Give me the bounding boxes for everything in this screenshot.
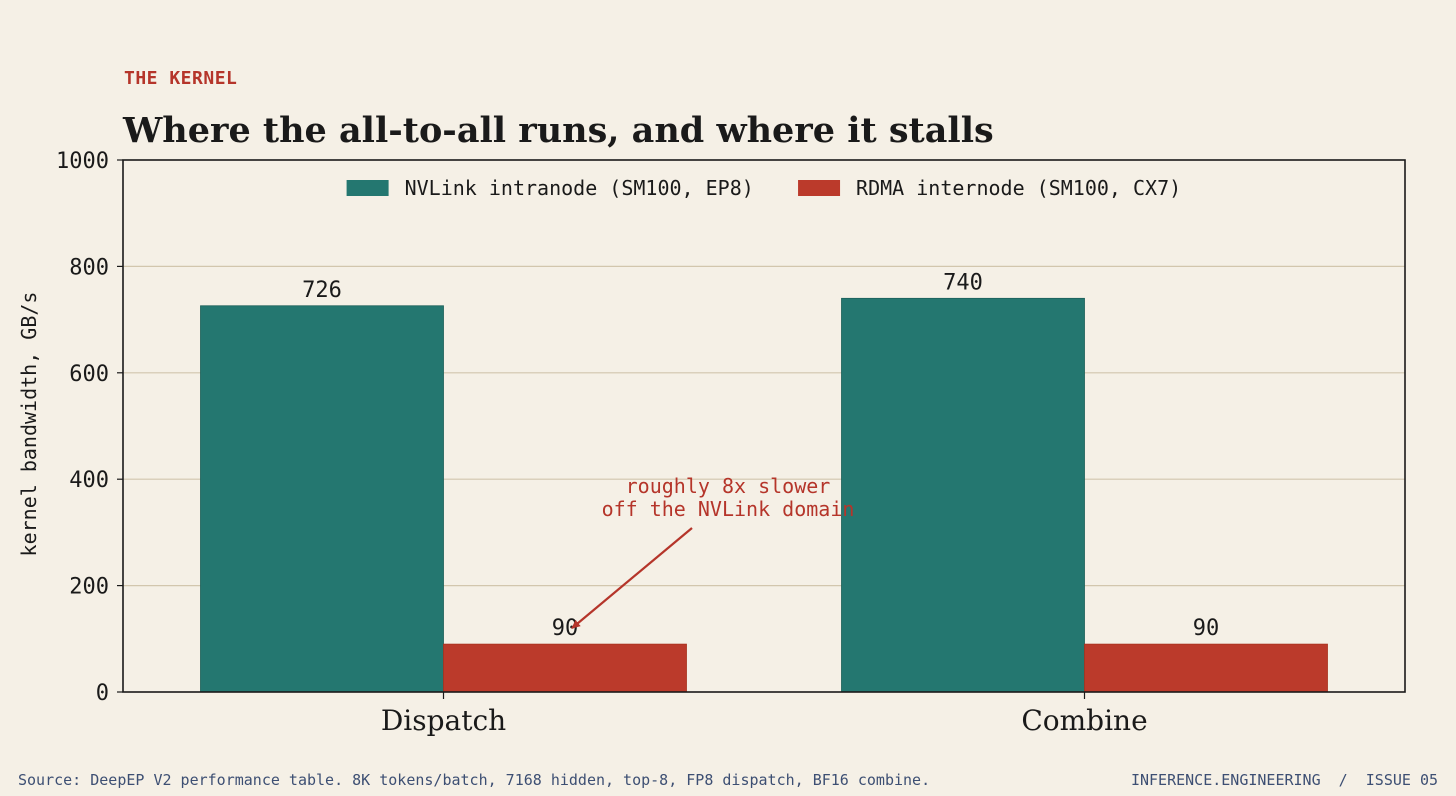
data-label: 90: [552, 616, 579, 641]
data-labels: 726 90 740 90: [302, 270, 1219, 641]
data-label: 740: [943, 270, 983, 295]
annotation-text: off the NVLink domain: [602, 497, 855, 521]
y-tick-label: 200: [69, 575, 109, 600]
plot-frame: [122, 159, 1406, 693]
legend: NVLink intranode (SM100, EP8) RDMA intern…: [346, 176, 1181, 200]
source-note: Source: DeepEP V2 performance table. 8K …: [18, 771, 931, 789]
bar-combine-series-0: [841, 297, 1085, 693]
axes: 0 200 400 600 800 1000 Dispatch Combine kernel b…: [17, 149, 1148, 737]
legend-label-1: RDMA internode (SM100, CX7): [856, 176, 1181, 200]
brand-issue: INFERENCE.ENGINEERING / ISSUE 05: [1130, 771, 1438, 789]
section-kicker: THE KERNEL: [124, 68, 238, 89]
y-tick-label: 0: [96, 681, 109, 706]
data-label: 726: [302, 278, 342, 303]
y-tick-label: 1000: [56, 149, 109, 174]
plot-border: [122, 159, 1406, 693]
legend-swatch-0: [346, 180, 389, 196]
y-tick-label: 400: [69, 468, 109, 493]
bar-combine-series-1: [1084, 643, 1328, 693]
y-tick-label: 600: [69, 362, 109, 387]
bar-dispatch-series-0: [200, 305, 444, 693]
legend-label-0: NVLink intranode (SM100, EP8): [405, 176, 754, 200]
bar-dispatch-series-1: [443, 643, 687, 693]
bars: [200, 297, 1328, 693]
x-tick-label: Combine: [1021, 704, 1147, 737]
annotation-text: roughly 8x slower: [626, 474, 831, 498]
x-tick-label: Dispatch: [381, 704, 506, 737]
chart-title: Where the all-to-all runs, and where it …: [123, 110, 994, 151]
y-tick-label: 800: [69, 255, 109, 280]
annotation-arrow: [571, 527, 693, 629]
data-label: 90: [1193, 616, 1220, 641]
y-axis-label: kernel bandwidth, GB/s: [17, 292, 41, 557]
legend-swatch-1: [798, 180, 841, 196]
